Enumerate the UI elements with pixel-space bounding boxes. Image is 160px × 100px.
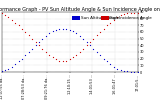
Point: [75, 32, 78, 34]
Point: [51, 30, 54, 32]
Point: [133, 71, 136, 73]
Bar: [101, 16, 109, 20]
Point: [24, 55, 27, 56]
Text: Sun Incidence Angle: Sun Incidence Angle: [110, 16, 152, 20]
Point: [133, 12, 136, 14]
Point: [21, 58, 23, 60]
Point: [51, 56, 54, 58]
Point: [11, 66, 13, 68]
Point: [48, 32, 51, 34]
Point: [48, 54, 51, 56]
Point: [99, 31, 101, 33]
Point: [96, 34, 98, 36]
Point: [65, 28, 68, 30]
Point: [106, 60, 108, 62]
Point: [0, 12, 3, 14]
Point: [102, 28, 105, 29]
Point: [65, 60, 68, 62]
Point: [75, 54, 78, 56]
Point: [92, 48, 95, 50]
Point: [55, 58, 57, 60]
Point: [11, 19, 13, 21]
Title: Solar/Inverter Performance Graph - PV Sun Altitude Angle & Sun Incidence Angle o: Solar/Inverter Performance Graph - PV Su…: [0, 7, 160, 12]
Point: [34, 44, 37, 46]
Bar: [72, 16, 80, 20]
Point: [34, 41, 37, 43]
Point: [58, 28, 61, 30]
Point: [38, 44, 40, 46]
Point: [112, 19, 115, 21]
Point: [102, 58, 105, 60]
Point: [28, 51, 30, 53]
Point: [68, 58, 71, 60]
Point: [31, 48, 33, 50]
Point: [116, 68, 118, 70]
Point: [126, 12, 129, 14]
Point: [41, 48, 44, 50]
Point: [68, 29, 71, 31]
Point: [123, 13, 125, 15]
Point: [28, 34, 30, 36]
Point: [89, 41, 91, 43]
Point: [126, 70, 129, 72]
Point: [44, 35, 47, 37]
Point: [41, 38, 44, 40]
Point: [4, 14, 6, 16]
Point: [31, 38, 33, 40]
Point: [109, 63, 112, 65]
Point: [112, 66, 115, 68]
Point: [119, 69, 122, 71]
Point: [62, 28, 64, 29]
Point: [92, 38, 95, 40]
Point: [89, 44, 91, 46]
Point: [136, 12, 139, 14]
Point: [21, 28, 23, 29]
Point: [119, 14, 122, 16]
Point: [62, 60, 64, 62]
Point: [24, 31, 27, 33]
Point: [116, 16, 118, 18]
Point: [14, 63, 16, 65]
Point: [7, 68, 10, 70]
Point: [130, 71, 132, 73]
Point: [99, 55, 101, 56]
Point: [7, 16, 10, 18]
Point: [106, 24, 108, 26]
Point: [58, 60, 61, 62]
Point: [79, 35, 81, 37]
Point: [96, 51, 98, 53]
Point: [14, 22, 16, 23]
Point: [85, 41, 88, 43]
Point: [0, 70, 3, 72]
Point: [17, 60, 20, 62]
Point: [17, 24, 20, 26]
Point: [44, 51, 47, 53]
Point: [130, 12, 132, 14]
Point: [85, 44, 88, 46]
Point: [79, 51, 81, 53]
Point: [72, 30, 74, 32]
Point: [38, 41, 40, 43]
Text: Sun Altitude Angle: Sun Altitude Angle: [81, 16, 119, 20]
Point: [72, 56, 74, 58]
Point: [82, 48, 84, 50]
Point: [55, 29, 57, 31]
Point: [136, 71, 139, 73]
Point: [123, 70, 125, 72]
Point: [4, 69, 6, 71]
Point: [82, 38, 84, 40]
Point: [109, 22, 112, 23]
